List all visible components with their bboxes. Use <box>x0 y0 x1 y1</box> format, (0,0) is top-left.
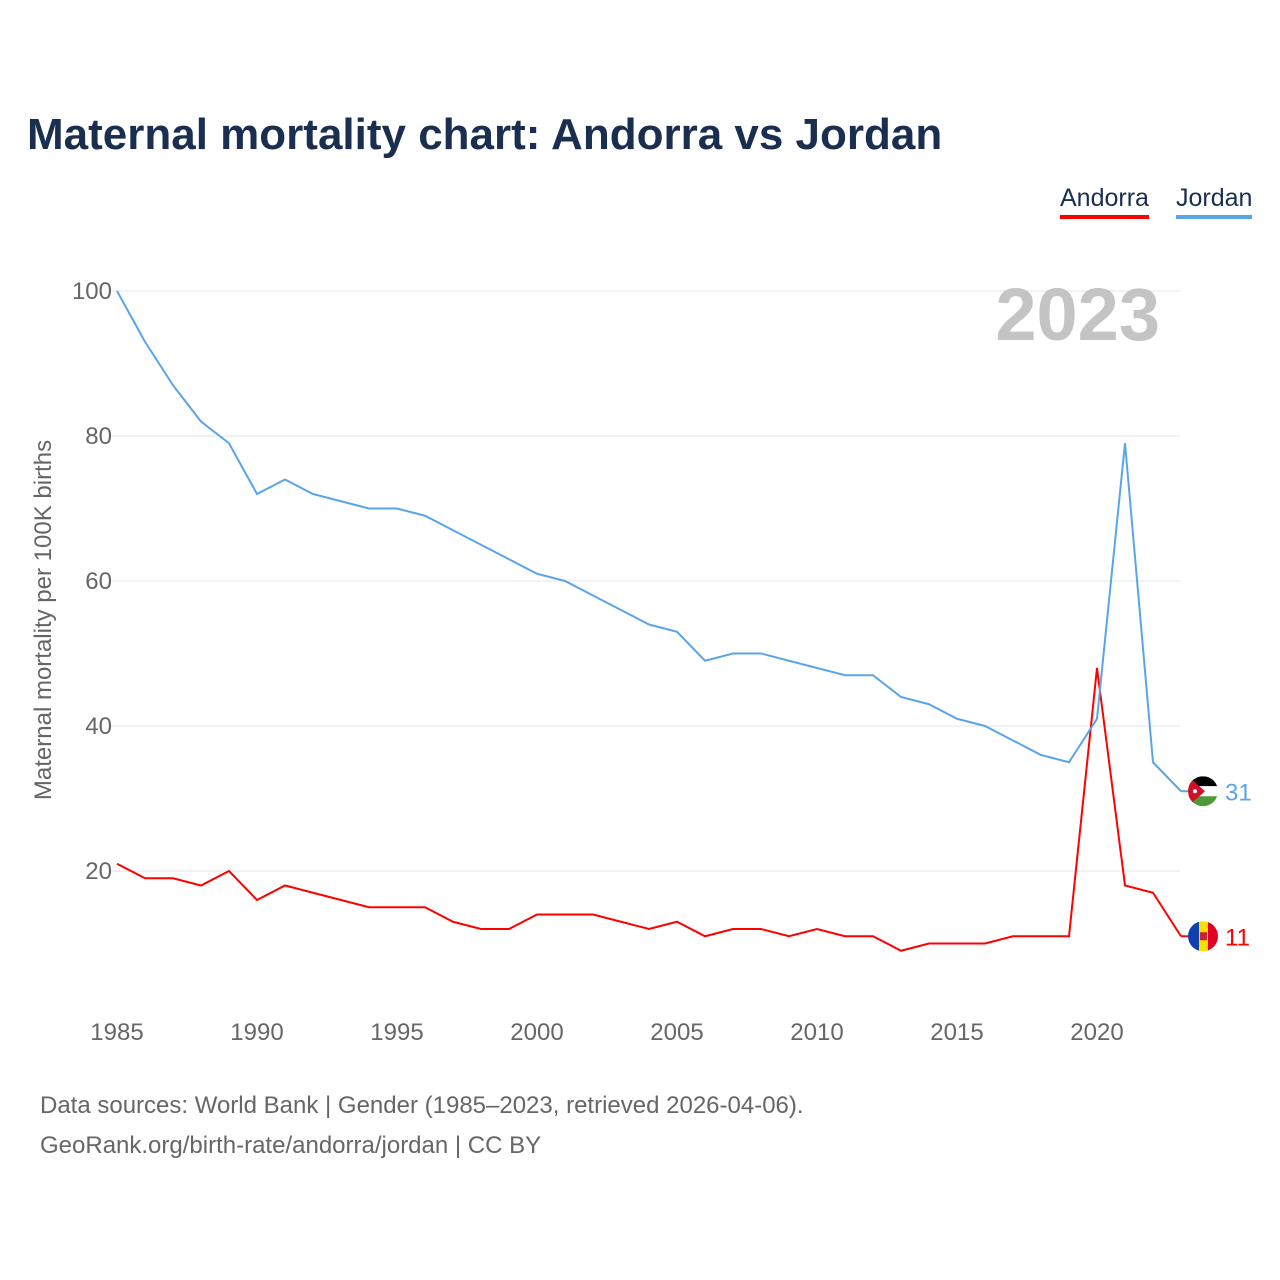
chart-title: Maternal mortality chart: Andorra vs Jor… <box>27 110 943 159</box>
end-value-label: 31 <box>1225 779 1252 806</box>
series-line-andorra <box>116 667 1182 952</box>
y-tick-label: 60 <box>85 568 112 595</box>
x-tick-label: 1990 <box>230 1019 283 1046</box>
y-tick-label: 100 <box>72 278 112 305</box>
year-label: 2023 <box>995 273 1160 356</box>
source-text: Data sources: World Bank | Gender (1985–… <box>40 1092 804 1119</box>
x-tick-label: 1995 <box>370 1019 423 1046</box>
x-tick-label: 2015 <box>930 1019 983 1046</box>
end-value-label: 11 <box>1225 924 1250 951</box>
y-tick-label: 20 <box>85 858 112 885</box>
footer: Data sources: World Bank | Gender (1985–… <box>40 1086 804 1166</box>
andorra-flag-icon <box>1188 921 1218 952</box>
legend-andorra[interactable]: Andorra <box>1060 184 1149 219</box>
x-tick-label: 2000 <box>510 1019 563 1046</box>
x-tick-label: 2005 <box>650 1019 703 1046</box>
x-tick-label: 2020 <box>1070 1019 1123 1046</box>
x-tick-label: 1985 <box>90 1019 143 1046</box>
y-axis-label: Maternal mortality per 100K births <box>30 440 57 800</box>
y-tick-label: 40 <box>85 713 112 740</box>
y-tick-label: 80 <box>85 423 112 450</box>
legend-jordan[interactable]: Jordan <box>1176 184 1253 219</box>
jordan-flag-icon <box>1188 776 1218 807</box>
x-tick-label: 2010 <box>790 1019 843 1046</box>
series-line-jordan <box>116 290 1182 792</box>
attribution-link[interactable]: GeoRank.org/birth-rate/andorra/jordan | … <box>40 1132 542 1159</box>
